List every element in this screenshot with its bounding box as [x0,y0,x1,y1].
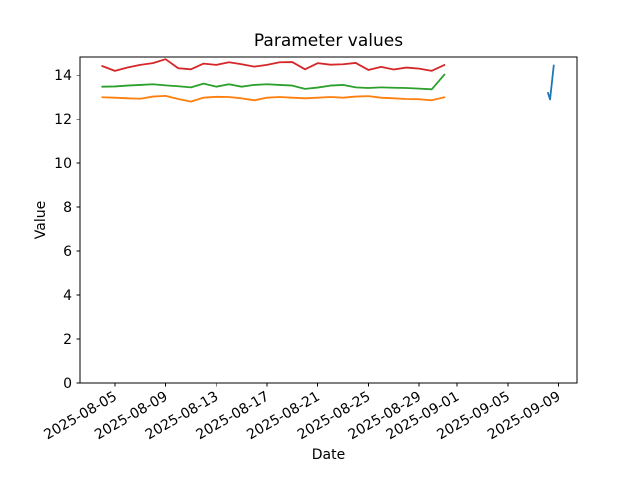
y-tick-label: 10 [54,156,72,172]
line-series-blue [547,64,555,101]
y-tick-label: 14 [54,68,72,84]
line-series-red [101,58,446,72]
plot-frame [79,56,578,384]
line-series-green [101,73,446,91]
y-axis-label: Value [33,200,49,240]
y-tick-label: 0 [63,376,72,392]
y-tick-label: 6 [63,244,72,260]
y-tick-label: 2 [63,332,72,348]
y-tick-label: 8 [63,200,72,216]
y-tick-label: 4 [63,288,72,304]
y-tick-label: 12 [54,112,72,128]
x-axis-label: Date [311,447,346,463]
line-series-orange [101,95,446,103]
chart-title: Parameter values [253,31,404,51]
